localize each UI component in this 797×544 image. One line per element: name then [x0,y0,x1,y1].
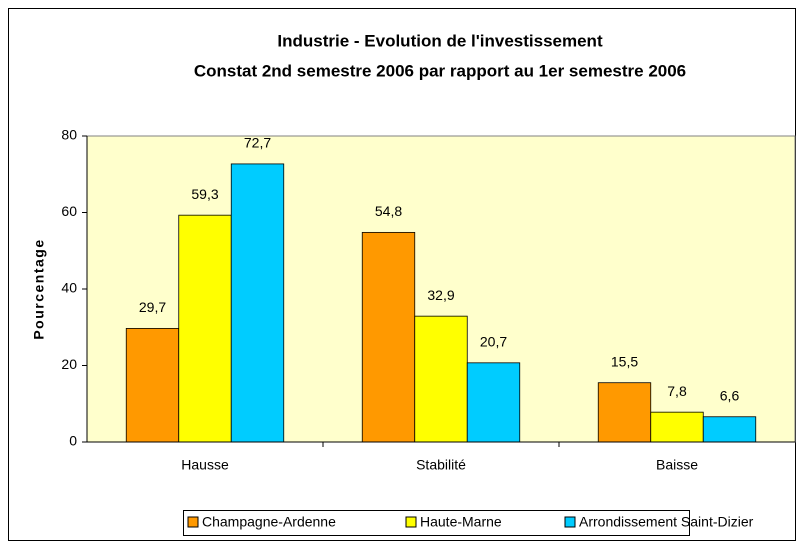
value-label: 59,3 [191,186,218,202]
value-label: 7,8 [667,383,687,399]
y-tick-label: 80 [61,127,77,143]
value-label: 32,9 [427,287,454,303]
bar [230,163,285,443]
x-tick-label: Baisse [656,457,698,473]
legend-swatch [187,516,199,528]
legend-label: Arrondissement Saint-Dizier [579,514,754,530]
bar [650,411,704,443]
chart-subtitle: Constat 2nd semestre 2006 par rapport au… [194,61,686,80]
value-label: 20,7 [480,334,507,350]
y-tick-label: 0 [69,433,77,449]
value-label: 15,5 [611,353,638,369]
x-tick-label: Stabilité [416,457,466,473]
legend-box [183,510,690,536]
value-label: 29,7 [139,299,166,315]
legend-label: Haute-Marne [420,514,502,530]
bar [597,382,652,443]
bar [125,327,180,443]
bar [702,416,757,443]
value-label: 54,8 [375,203,402,219]
y-axis-label: Pourcentage [31,238,47,339]
y-tick-label: 40 [61,280,77,296]
bar [414,315,468,443]
chart-title: Industrie - Evolution de l'investissemen… [277,31,603,50]
bar [178,214,232,443]
y-tick-label: 60 [61,203,77,219]
bar [466,362,521,443]
bar [361,231,416,443]
legend-swatch [564,516,576,528]
value-label: 6,6 [720,387,740,403]
value-label: 72,7 [244,135,271,151]
legend-label: Champagne-Ardenne [202,514,336,530]
legend-swatch [405,516,417,528]
y-tick-label: 20 [61,356,77,372]
x-tick-label: Hausse [181,457,229,473]
